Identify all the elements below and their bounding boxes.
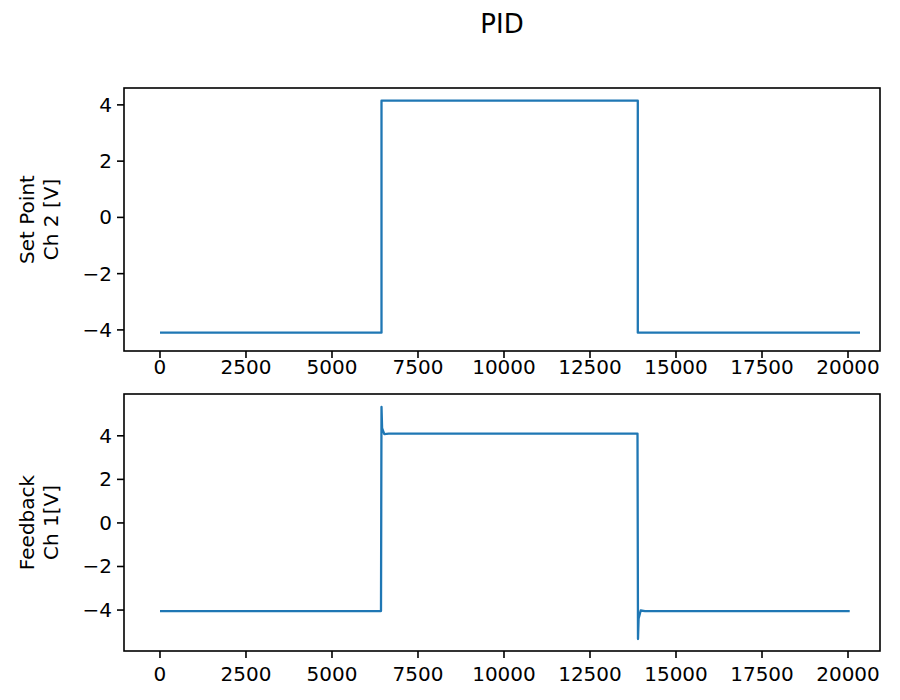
y-tick-label: 2: [99, 149, 112, 173]
y-tick-label: −2: [83, 262, 112, 286]
subplot-1: 0 2500 5000 7500 10000 12500 15000 17500 20000 −4…: [15, 394, 880, 686]
y-axis-label-line: Ch 1[V]: [39, 485, 63, 560]
x-tick-label: 2500: [221, 355, 272, 379]
x-tick-label: 10000: [472, 355, 536, 379]
plots-canvas: 0 2500 5000 7500 10000 12500 15000 17500 20000 −4…: [0, 0, 900, 700]
y-axis-label-line: Ch 2 [V]: [39, 179, 63, 260]
plot-frame: [124, 88, 880, 351]
y-tick-label: −2: [83, 554, 112, 578]
x-tick-label: 0: [154, 355, 167, 379]
x-tick-label: 12500: [558, 355, 622, 379]
x-tick-label: 7500: [393, 355, 444, 379]
x-tick-label: 5000: [307, 355, 358, 379]
x-tick-label: 12500: [558, 662, 622, 686]
x-tick-label: 20000: [816, 355, 880, 379]
x-tick-label: 7500: [393, 662, 444, 686]
y-tick-label: 4: [99, 93, 112, 117]
x-tick-label: 17500: [730, 355, 794, 379]
y-tick-label: 0: [99, 511, 112, 535]
x-tick-label: 2500: [221, 662, 272, 686]
y-axis-label-line: Feedback: [15, 474, 39, 570]
y-tick-label: −4: [83, 318, 112, 342]
y-tick-label: 4: [99, 424, 112, 448]
x-tick-label: 15000: [644, 662, 708, 686]
y-tick-label: 0: [99, 205, 112, 229]
subplot-0: 0 2500 5000 7500 10000 12500 15000 17500 20000 −4…: [15, 88, 880, 379]
y-tick-label: 2: [99, 467, 112, 491]
x-tick-label: 20000: [816, 662, 880, 686]
data-line-set-point-ch2: [160, 101, 860, 333]
x-tick-label: 5000: [307, 662, 358, 686]
x-tick-label: 0: [154, 662, 167, 686]
y-axis-label-line: Set Point: [15, 175, 39, 264]
x-tick-label: 15000: [644, 355, 708, 379]
x-tick-label: 10000: [472, 662, 536, 686]
x-tick-label: 17500: [730, 662, 794, 686]
y-tick-label: −4: [83, 598, 112, 622]
data-line-feedback-ch1: [160, 407, 850, 639]
figure: PID 025005000750010000125001500017500200…: [0, 0, 900, 700]
